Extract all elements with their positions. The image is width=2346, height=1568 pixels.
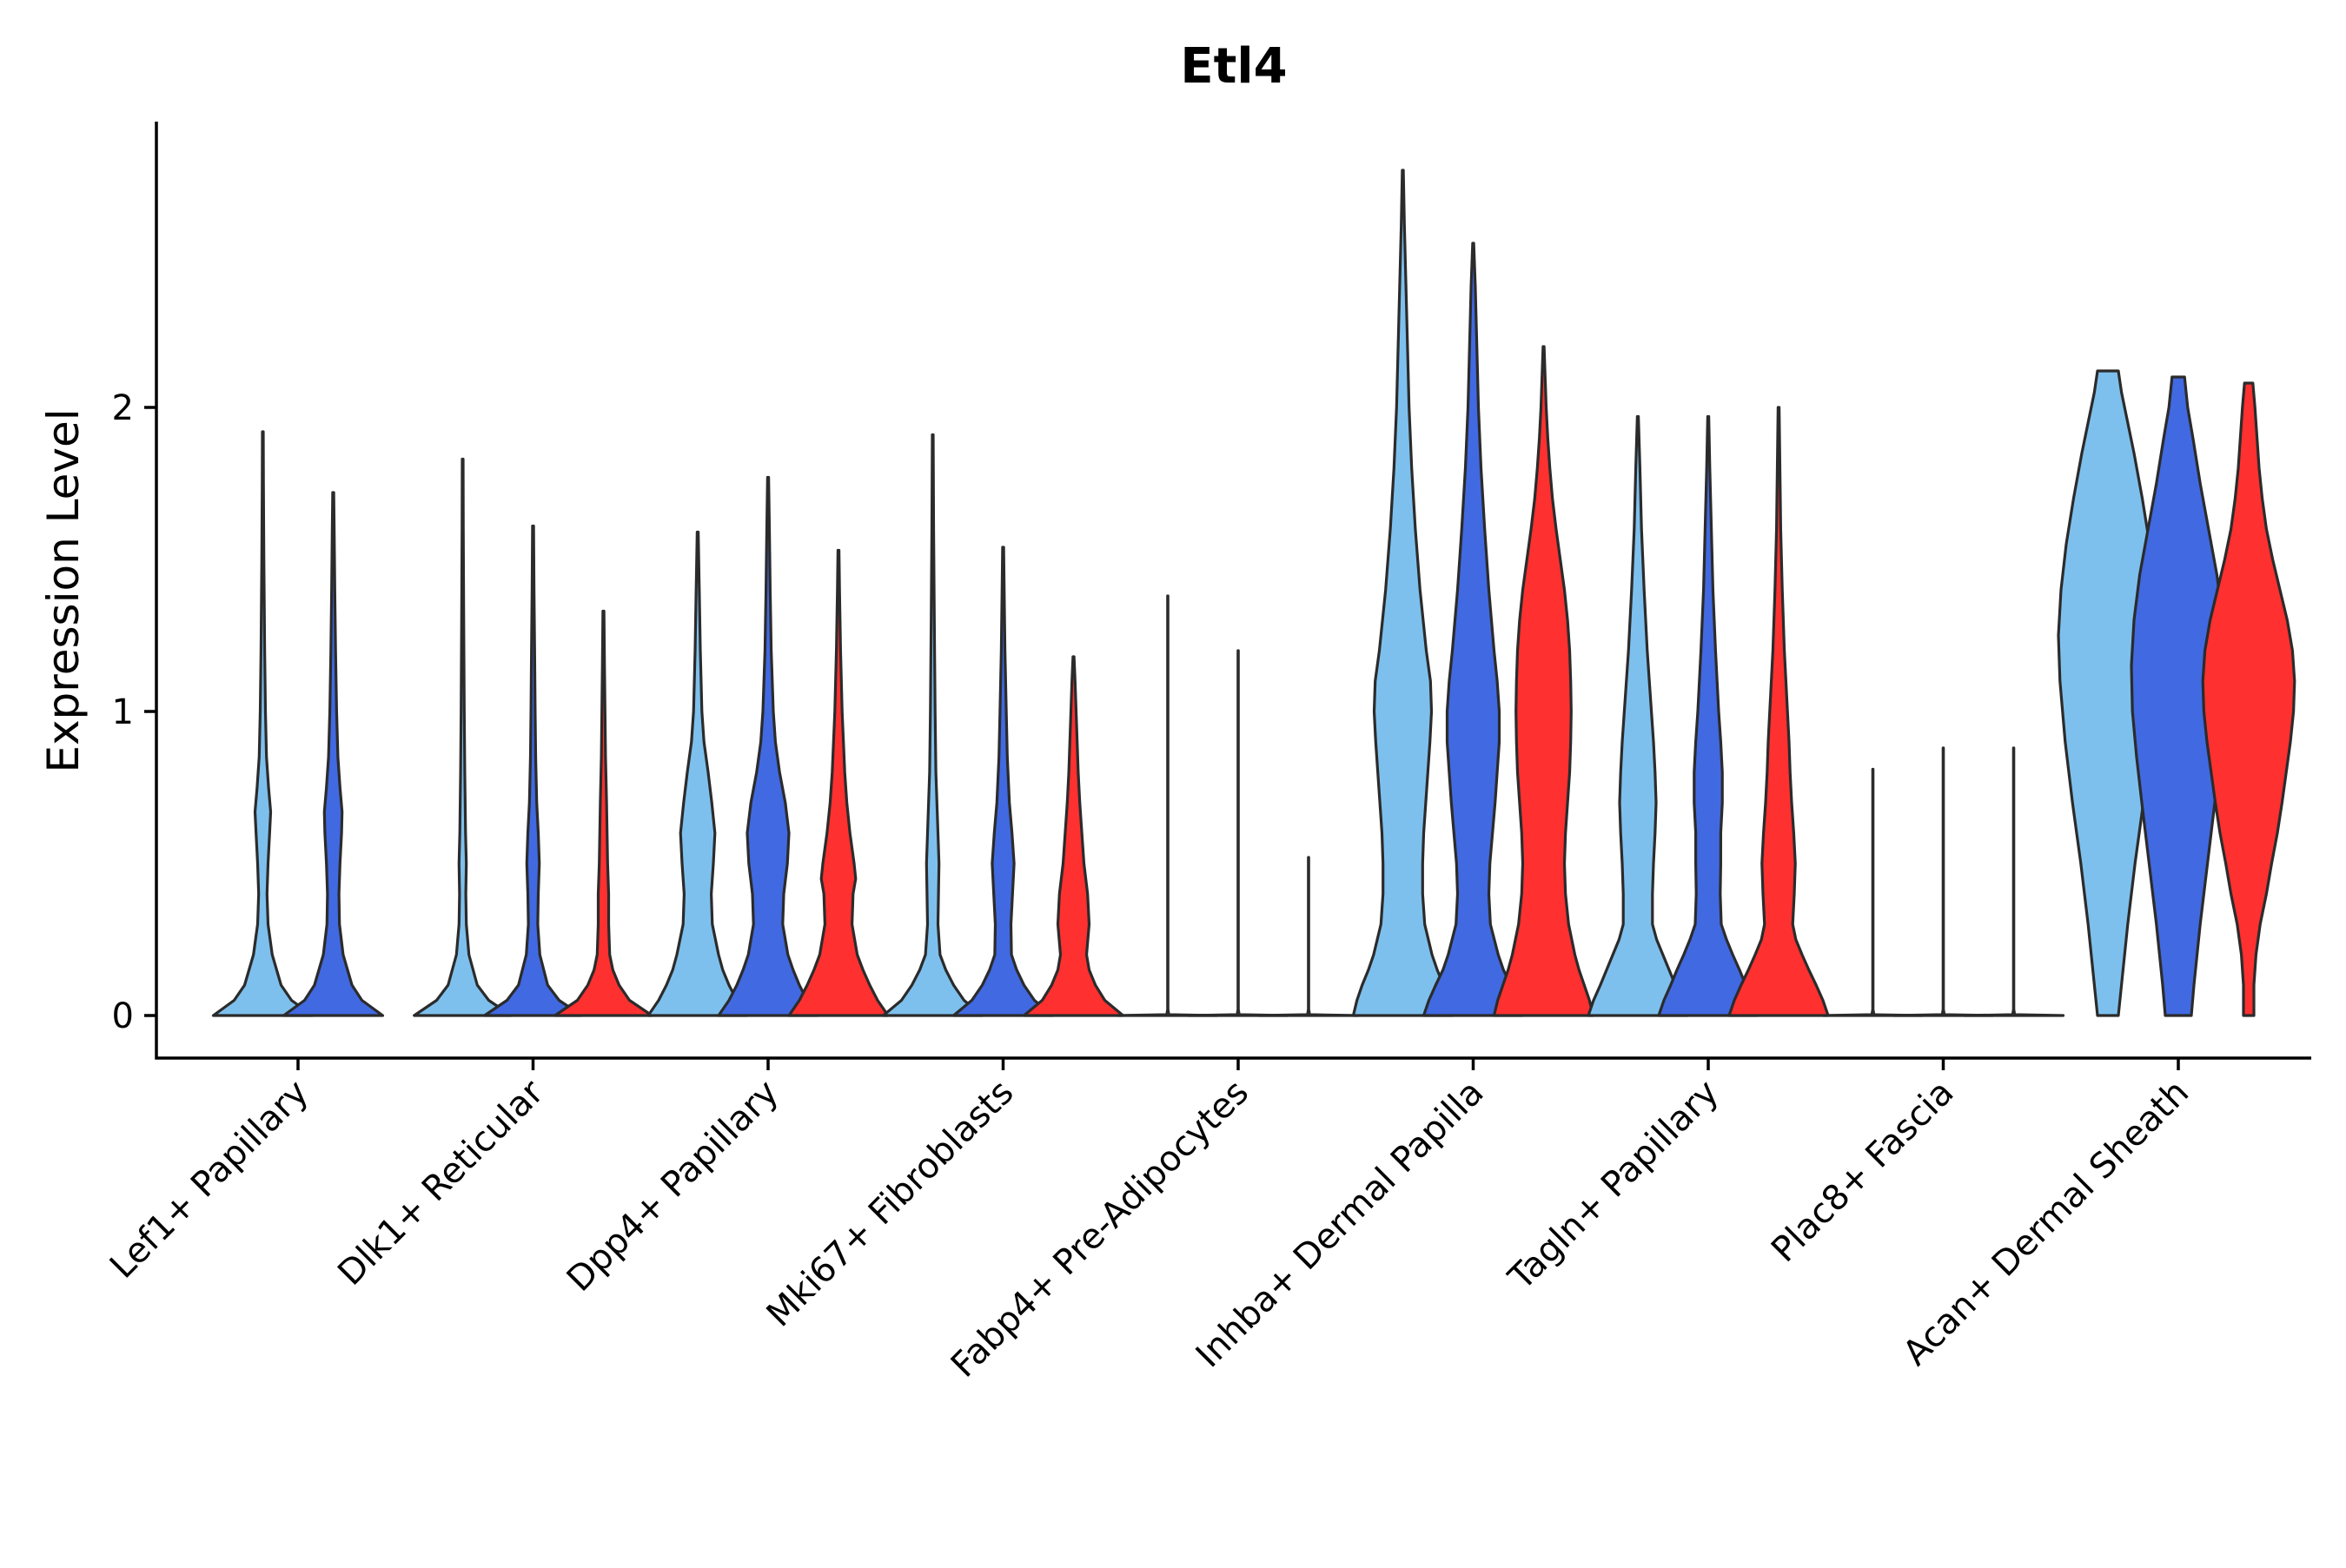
x-ticks: Lef1+ Papillary Dlk1+ Reticular Dpp4+ Papi… [103,1058,2197,1386]
chart-title: Etl4 [1180,38,1287,95]
violin-mki67-fibroblasts-group-3 [1022,655,1125,1017]
y-tick-label-2: 2 [112,388,134,428]
violin-tagln-papillary-group-3 [1727,406,1830,1017]
violin-dlk1-reticular-group-2 [483,524,583,1017]
violin-plac8-fascia-group-3 [1962,746,2065,1017]
violin-dpp4-papillary-group-2 [717,475,819,1017]
violin-dpp4-papillary-group-1 [646,530,749,1017]
violin-mki67-fibroblasts-group-1 [881,433,984,1017]
violin-inhba-dermal-papilla-group-1 [1351,169,1455,1017]
x-tick-label-tagln-papillary: Tagln+ Papillary [1501,1073,1726,1299]
x-tick-label-dpp4-papillary: Dpp4+ Papillary [560,1073,786,1300]
violin-dpp4-papillary-group-3 [787,548,890,1017]
violin-plac8-fascia-group-2 [1892,746,1995,1017]
axis-lines [155,122,2311,1060]
y-tick-label-1: 1 [112,692,134,732]
x-tick-label-lef1-papillary: Lef1+ Papillary [103,1073,316,1287]
x-tick-label-dlk1-reticular: Dlk1+ Reticular [330,1072,552,1293]
violin-dlk1-reticular-group-3 [553,609,653,1017]
y-tick-label-0: 0 [112,996,134,1036]
violin-dlk1-reticular-group-1 [413,457,513,1017]
violin-tagln-papillary-group-1 [1587,414,1689,1017]
violin-mki67-fibroblasts-group-2 [951,546,1055,1017]
violin-inhba-dermal-papilla-group-3 [1492,345,1595,1017]
violin-tagln-papillary-group-2 [1657,414,1760,1017]
violins-group [211,169,2296,1017]
violin-lef1-papillary-group-2 [282,491,385,1017]
violin-plac8-fascia-group-1 [1821,767,1925,1017]
violin-acan-dermal-sheath-group-3 [2201,381,2296,1017]
violin-fabp4-pre-adipocytes-group-1 [1117,594,1219,1017]
y-ticks: 0 1 2 [112,388,156,1036]
x-tick-label-plac8-fascia: Plac8+ Fascia [1764,1073,1962,1271]
violin-inhba-dermal-papilla-group-2 [1422,241,1525,1017]
violin-lef1-papillary-group-1 [211,430,315,1017]
y-axis-label: Expression Level [38,408,89,772]
x-tick-label-mki67-fibroblasts: Mki67+ Fibroblasts [759,1073,1022,1335]
violin-fabp4-pre-adipocytes-group-3 [1257,856,1360,1017]
violin-fabp4-pre-adipocytes-group-2 [1187,649,1289,1017]
